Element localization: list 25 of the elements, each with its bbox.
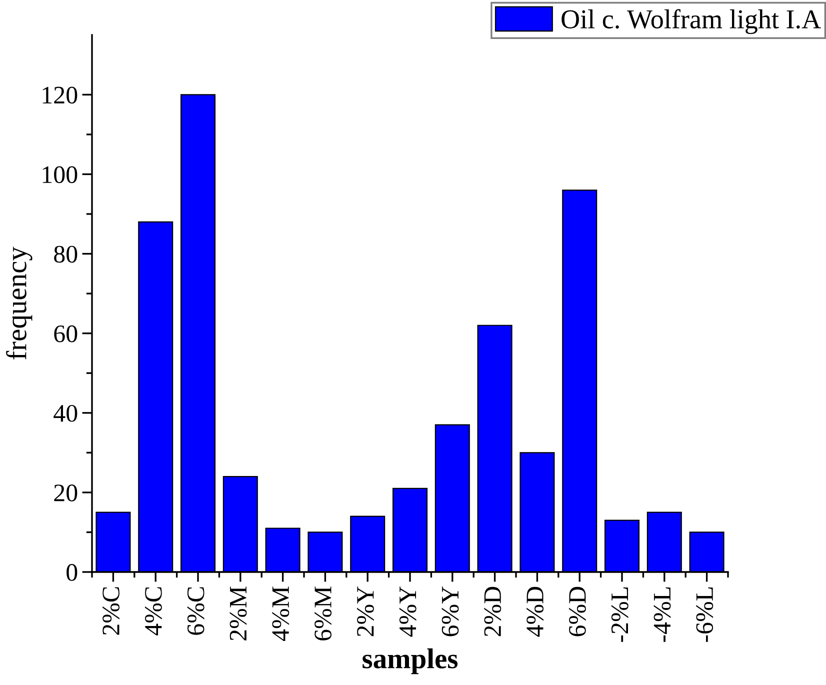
x-tick-label: 4%C	[144, 587, 162, 636]
x-tick-label: 4%Y	[399, 586, 416, 637]
x-tick-label: 4%D	[526, 586, 544, 637]
x-tick-label: 2%D	[484, 586, 502, 636]
x-tick-label: -4%L	[654, 587, 671, 642]
x-tick-label: 2%M	[230, 586, 247, 640]
x-tick-label: -6%L	[696, 587, 714, 642]
x-tick-label: 6%Y	[442, 586, 459, 636]
y-tick-label: 120	[42, 86, 78, 104]
x-tick-label: 6%M	[314, 586, 332, 640]
x-tick-label: -2%L	[611, 587, 628, 642]
x-tick-label: 6%D	[568, 586, 586, 636]
x-tick-label: 4%M	[272, 586, 290, 641]
x-tick-label: 2%C	[102, 587, 120, 635]
y-axis-title: frequency	[6, 246, 32, 360]
x-tick-label: 2%Y	[356, 586, 374, 636]
y-tick-label: 60	[54, 325, 78, 342]
y-tick-label: 100	[42, 166, 78, 184]
x-tick-label: 6%C	[187, 587, 204, 635]
x-axis-title: samples	[362, 648, 458, 674]
legend-label: Oil c. Wolfram light I.A	[562, 9, 821, 34]
y-tick-label: 80	[54, 246, 78, 263]
y-tick-label: 0	[66, 564, 78, 581]
y-tick-label: 20	[54, 484, 78, 502]
y-tick-label: 40	[54, 404, 78, 422]
